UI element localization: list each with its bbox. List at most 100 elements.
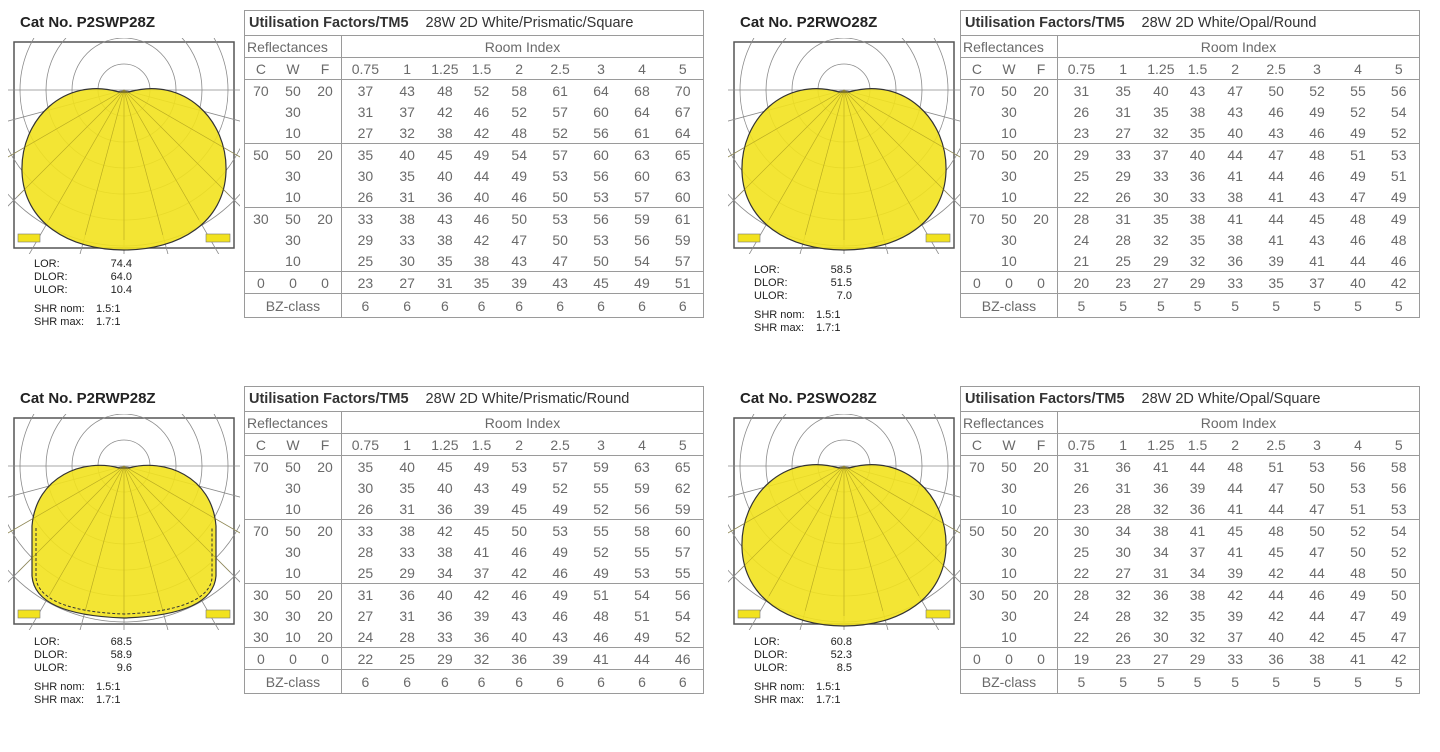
room-index-header: 1.5	[1187, 60, 1208, 77]
uf-value: 60	[662, 186, 705, 208]
info-row: LOR: 68.5	[34, 636, 144, 649]
uf-value: 40	[388, 455, 426, 477]
table-row: 10 22 26 30 32 37 40 42 45 47	[959, 626, 1421, 648]
bz-class-value: 6	[341, 293, 389, 318]
table-row: 10 25 30 35 38 43 47 50 54 57	[243, 250, 705, 272]
info-value: 1.5:1	[816, 681, 841, 693]
info-row: SHR max: 1.7:1	[34, 694, 144, 707]
room-index-header: 4	[638, 436, 646, 453]
uf-value: 49	[1378, 207, 1421, 229]
uf-value: 29	[425, 647, 465, 670]
reflectance-col-header: F	[309, 57, 342, 80]
uf-value: 45	[425, 143, 465, 165]
uf-value: 23	[1104, 271, 1142, 294]
floor-reflectance	[1025, 186, 1058, 208]
ceiling-reflectance	[959, 101, 993, 122]
floor-reflectance: 20	[309, 605, 342, 626]
info-label: DLOR:	[34, 271, 68, 283]
uf-value: 40	[425, 583, 465, 605]
uf-value: 59	[662, 229, 705, 250]
ceiling-reflectance	[959, 605, 993, 626]
ceiling-reflectance	[243, 477, 277, 498]
uf-value: 32	[1189, 252, 1206, 269]
ceiling-reflectance	[959, 477, 993, 498]
uf-value: 57	[634, 188, 650, 205]
floor-reflectance	[309, 477, 342, 498]
room-index-label: Room Index	[1056, 35, 1421, 58]
wall-reflectance: 0	[992, 271, 1026, 294]
catalogue-number: Cat No. P2SWP28Z	[20, 14, 156, 31]
uf-value: 43	[1309, 231, 1325, 248]
uf-value: 61	[539, 79, 581, 101]
bz-class-row: BZ-class 6 6 6 6 6 6 6 6 6	[244, 669, 705, 694]
ceiling-reflectance	[243, 541, 277, 562]
uf-value: 54	[662, 605, 705, 626]
ceiling-reflectance: 30	[243, 605, 277, 626]
uf-value: 44	[1214, 143, 1256, 165]
uf-value: 40	[511, 628, 527, 645]
floor-reflectance: 0	[309, 271, 342, 294]
ceiling-reflectance	[243, 186, 277, 208]
uf-value: 47	[511, 231, 527, 248]
uf-value: 48	[425, 79, 465, 101]
floor-reflectance: 20	[309, 455, 342, 477]
uf-value: 64	[662, 122, 705, 144]
uf-value: 19	[1057, 647, 1105, 670]
table-row: 30 26 31 36 39 44 47 50 53 56	[959, 477, 1421, 498]
floor-reflectance	[309, 562, 342, 584]
uf-value: 47	[552, 252, 568, 269]
room-index-label: Room Index	[1056, 411, 1421, 434]
uf-value: 46	[552, 564, 568, 581]
uf-value: 48	[1255, 519, 1297, 541]
wall-reflectance: 50	[992, 79, 1026, 101]
room-index-header: 1	[1119, 60, 1128, 77]
uf-value: 53	[1378, 498, 1421, 520]
uf-value: 48	[1350, 564, 1366, 581]
uf-value: 28	[1115, 607, 1131, 624]
uf-value: 38	[437, 543, 453, 560]
uf-value: 53	[498, 455, 540, 477]
table-row: 70 50 20 37 43 48 52 58 61 64 68 70	[243, 79, 705, 101]
uf-value: 44	[1227, 479, 1243, 496]
uf-value: 36	[1227, 252, 1243, 269]
uf-value: 22	[1073, 188, 1090, 205]
uf-value: 42	[511, 564, 527, 581]
uf-value: 52	[511, 103, 527, 120]
uf-value: 29	[357, 231, 374, 248]
info-row: LOR: 74.4	[34, 258, 144, 271]
uf-value: 24	[1073, 607, 1090, 624]
uf-value: 28	[1057, 583, 1105, 605]
uf-value: 44	[1350, 252, 1366, 269]
table-subtitle: 28W 2D White/Prismatic/Square	[425, 10, 704, 36]
table-row: 0 0 0 20 23 27 29 33 35 37 40 42	[959, 271, 1421, 294]
uf-value: 28	[357, 543, 374, 560]
photometric-info: LOR: 74.4 DLOR: 64.0 ULOR: 10.4 SHR nom: 1.5:1 S…	[34, 258, 144, 329]
wall-reflectance: 30	[1001, 231, 1017, 248]
uf-value: 22	[1073, 564, 1090, 581]
wall-reflectance: 10	[285, 564, 301, 581]
uf-value: 35	[399, 479, 415, 496]
floor-reflectance: 20	[309, 79, 342, 101]
uf-value: 44	[1255, 207, 1297, 229]
uf-value: 32	[1153, 500, 1169, 517]
room-index-header: 2.5	[1266, 436, 1286, 453]
bz-class-value: 5	[1378, 293, 1421, 318]
uf-value: 26	[1073, 103, 1090, 120]
room-index-header: 1.25	[1147, 60, 1175, 77]
table-row: 30 29 33 38 42 47 50 53 56 59	[243, 229, 705, 250]
utilisation-table: Utilisation Factors/TM5 28W 2D White/Opal…	[959, 10, 1421, 318]
wall-reflectance: 50	[992, 519, 1026, 541]
uf-value: 36	[1189, 167, 1206, 184]
table-header: Utilisation Factors/TM5 28W 2D White/Opal…	[960, 10, 1420, 36]
table-subheader: Reflectances Room Index	[244, 411, 705, 434]
uf-value: 47	[1350, 188, 1366, 205]
bz-class-label: BZ-class	[244, 669, 342, 694]
wall-reflectance: 10	[285, 628, 301, 645]
catalogue-number: Cat No. P2SWO28Z	[740, 390, 877, 407]
room-index-header: 0.75	[351, 60, 379, 77]
reflectance-col-header: W	[1002, 436, 1016, 453]
table-subheader: Reflectances Room Index	[960, 35, 1421, 58]
uf-value: 42	[1268, 564, 1284, 581]
wall-reflectance: 10	[1001, 124, 1017, 141]
bz-class-value: 5	[1057, 669, 1105, 694]
